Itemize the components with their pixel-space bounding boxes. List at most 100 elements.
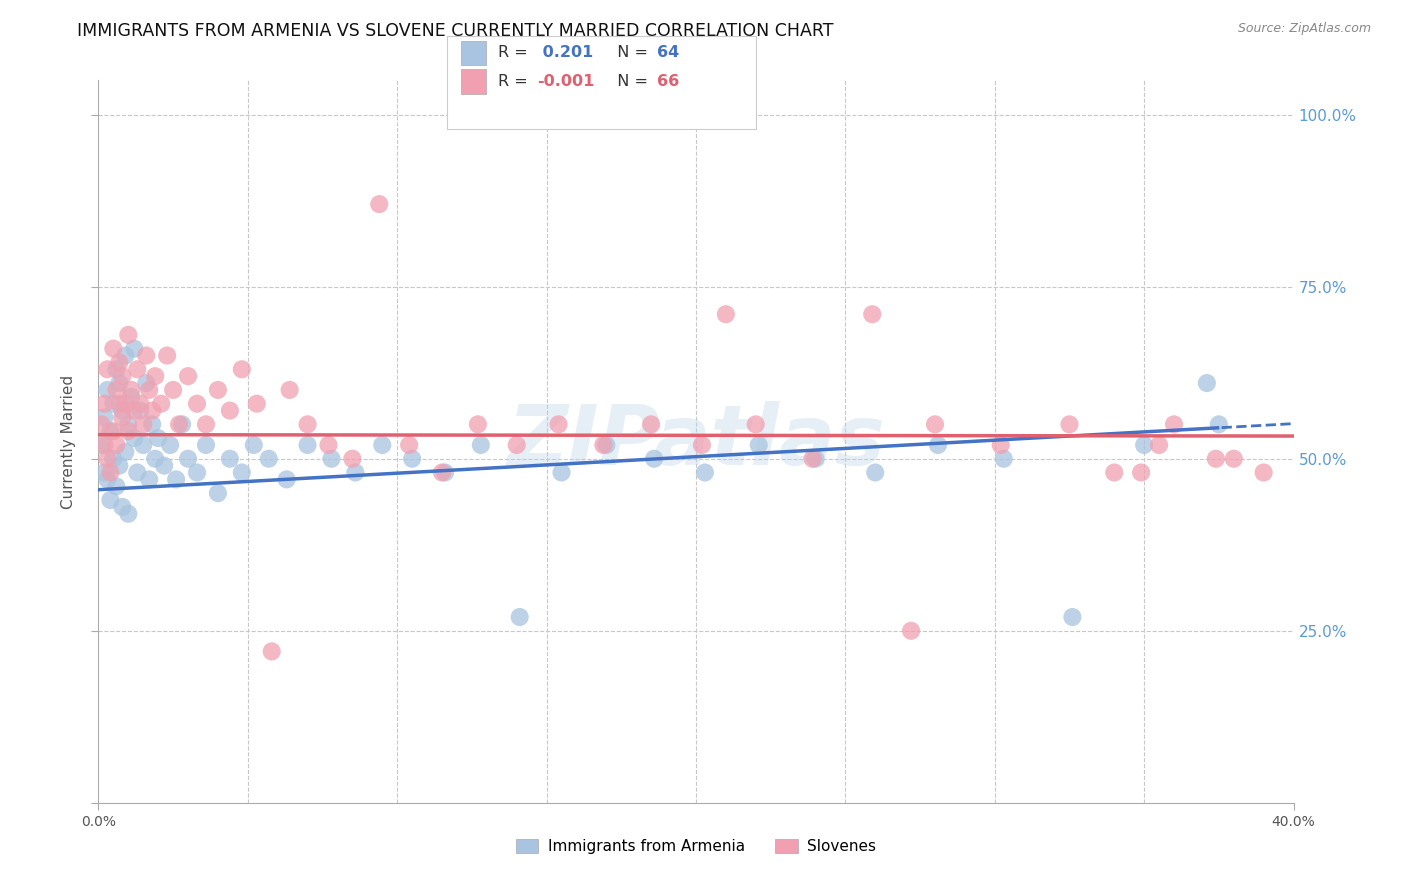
Slovenes xyxy=(120,383,142,397)
Immigrants from Armenia xyxy=(117,507,139,521)
Slovenes xyxy=(143,369,166,384)
Immigrants from Armenia xyxy=(93,466,115,480)
Text: ZIPatlas: ZIPatlas xyxy=(508,401,884,482)
Immigrants from Armenia xyxy=(231,466,253,480)
Slovenes xyxy=(900,624,922,638)
Immigrants from Armenia xyxy=(127,466,149,480)
Slovenes xyxy=(297,417,319,432)
Slovenes xyxy=(105,383,128,397)
Slovenes xyxy=(924,417,946,432)
Immigrants from Armenia xyxy=(132,438,155,452)
Immigrants from Armenia xyxy=(135,376,157,390)
Immigrants from Armenia xyxy=(148,431,170,445)
Slovenes xyxy=(108,397,131,411)
Immigrants from Armenia xyxy=(96,383,118,397)
Slovenes xyxy=(129,397,152,411)
Slovenes xyxy=(207,383,229,397)
Text: 66: 66 xyxy=(657,74,679,89)
Slovenes xyxy=(714,307,737,321)
Immigrants from Armenia xyxy=(105,362,128,376)
Slovenes xyxy=(219,403,242,417)
Slovenes xyxy=(246,397,269,411)
Slovenes xyxy=(127,362,149,376)
Immigrants from Armenia xyxy=(434,466,457,480)
Slovenes xyxy=(745,417,768,432)
Immigrants from Armenia xyxy=(138,472,160,486)
Slovenes xyxy=(138,383,160,397)
Slovenes xyxy=(801,451,824,466)
Slovenes xyxy=(1104,466,1126,480)
Immigrants from Armenia xyxy=(297,438,319,452)
Slovenes xyxy=(117,424,139,438)
Immigrants from Armenia xyxy=(111,500,134,514)
Immigrants from Armenia xyxy=(344,466,367,480)
Immigrants from Armenia xyxy=(321,451,343,466)
Slovenes xyxy=(150,397,173,411)
Immigrants from Armenia xyxy=(172,417,194,432)
Immigrants from Armenia xyxy=(993,451,1015,466)
Immigrants from Armenia xyxy=(1195,376,1218,390)
Slovenes xyxy=(278,383,301,397)
Slovenes xyxy=(1205,451,1227,466)
Text: R =: R = xyxy=(498,74,533,89)
Immigrants from Armenia xyxy=(219,451,242,466)
Immigrants from Armenia xyxy=(143,451,166,466)
Immigrants from Armenia xyxy=(595,438,617,452)
Slovenes xyxy=(117,327,139,342)
Slovenes xyxy=(90,417,112,432)
Text: N =: N = xyxy=(607,45,654,61)
Slovenes xyxy=(1059,417,1081,432)
Slovenes xyxy=(124,403,146,417)
Slovenes xyxy=(111,369,134,384)
Slovenes xyxy=(96,362,118,376)
Immigrants from Armenia xyxy=(114,349,136,363)
Immigrants from Armenia xyxy=(177,451,200,466)
Slovenes xyxy=(114,397,136,411)
Slovenes xyxy=(108,355,131,369)
Legend: Immigrants from Armenia, Slovenes: Immigrants from Armenia, Slovenes xyxy=(509,832,883,860)
Immigrants from Armenia xyxy=(98,493,122,508)
Text: IMMIGRANTS FROM ARMENIA VS SLOVENE CURRENTLY MARRIED CORRELATION CHART: IMMIGRANTS FROM ARMENIA VS SLOVENE CURRE… xyxy=(77,22,834,40)
Slovenes xyxy=(860,307,883,321)
Immigrants from Armenia xyxy=(129,403,152,417)
Slovenes xyxy=(93,397,115,411)
Slovenes xyxy=(103,342,125,356)
Slovenes xyxy=(1163,417,1185,432)
Immigrants from Armenia xyxy=(117,417,139,432)
Text: 0.201: 0.201 xyxy=(537,45,593,61)
Immigrants from Armenia xyxy=(108,376,131,390)
Slovenes xyxy=(547,417,569,432)
Immigrants from Armenia xyxy=(96,472,118,486)
Slovenes xyxy=(231,362,253,376)
Immigrants from Armenia xyxy=(470,438,492,452)
Immigrants from Armenia xyxy=(153,458,176,473)
Immigrants from Armenia xyxy=(159,438,181,452)
Immigrants from Armenia xyxy=(120,390,142,404)
Immigrants from Armenia xyxy=(693,466,716,480)
Slovenes xyxy=(162,383,184,397)
Slovenes xyxy=(467,417,489,432)
Slovenes xyxy=(990,438,1012,452)
Slovenes xyxy=(318,438,340,452)
Immigrants from Armenia xyxy=(103,451,125,466)
Immigrants from Armenia xyxy=(509,610,531,624)
Immigrants from Armenia xyxy=(927,438,949,452)
Slovenes xyxy=(111,410,134,425)
Text: 64: 64 xyxy=(657,45,679,61)
Slovenes xyxy=(342,451,364,466)
Text: R =: R = xyxy=(498,45,533,61)
Immigrants from Armenia xyxy=(401,451,423,466)
Slovenes xyxy=(105,438,128,452)
Text: Source: ZipAtlas.com: Source: ZipAtlas.com xyxy=(1237,22,1371,36)
Immigrants from Armenia xyxy=(748,438,770,452)
Slovenes xyxy=(93,438,115,452)
Immigrants from Armenia xyxy=(141,417,163,432)
Immigrants from Armenia xyxy=(1133,438,1156,452)
Slovenes xyxy=(132,417,155,432)
Immigrants from Armenia xyxy=(124,342,146,356)
Immigrants from Armenia xyxy=(90,438,112,452)
Slovenes xyxy=(1130,466,1153,480)
Slovenes xyxy=(177,369,200,384)
Immigrants from Armenia xyxy=(1062,610,1084,624)
Slovenes xyxy=(260,644,283,658)
